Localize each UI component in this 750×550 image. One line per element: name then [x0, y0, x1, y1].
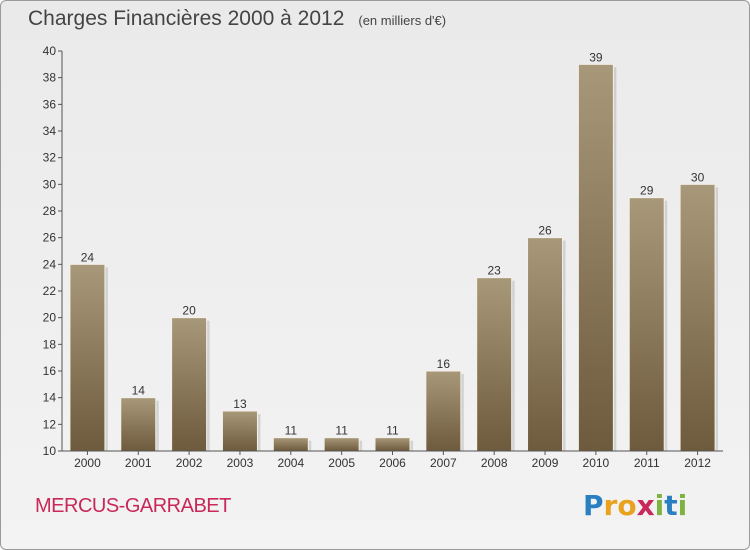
logo-letter: x [636, 489, 655, 522]
y-tick-label: 14 [43, 391, 57, 405]
chart-title-text: Charges Financières 2000 à 2012 [28, 7, 345, 30]
y-tick-label: 36 [43, 97, 57, 111]
y-tick-label: 30 [43, 177, 57, 191]
bar-2003 [221, 410, 258, 452]
x-tick-label-2004: 2004 [277, 456, 304, 470]
x-tick-label-2006: 2006 [379, 456, 406, 470]
x-tick-label-2011: 2011 [634, 456, 660, 470]
bar-2005 [323, 437, 360, 452]
logo-letter: t [664, 489, 678, 522]
x-tick-label-2002: 2002 [176, 456, 203, 470]
value-label-2001: 14 [132, 384, 146, 398]
value-label-2003: 13 [233, 397, 247, 411]
value-label-2009: 26 [538, 224, 552, 238]
x-tick-label-2012: 2012 [684, 456, 711, 470]
y-tick-label: 38 [43, 71, 57, 85]
bar-2010 [577, 63, 614, 452]
bars-layer: 24 14 20 13 11 11 11 16 23 26 39 29 30 [69, 50, 719, 452]
bar-2001 [120, 397, 157, 452]
y-tick-label: 40 [43, 44, 57, 58]
bar-2011 [628, 197, 665, 452]
bar-2006 [374, 437, 411, 452]
y-tick-label: 26 [43, 231, 57, 245]
bar-2012 [679, 183, 716, 452]
chart-title: Charges Financières 2000 à 2012 (en milli… [28, 7, 446, 31]
value-label-2012: 30 [691, 170, 705, 184]
x-tick-label-2000: 2000 [74, 456, 101, 470]
chart-subtitle: (en milliers d'€) [358, 13, 447, 28]
bar-2007 [425, 370, 462, 452]
bar-2009 [527, 237, 564, 452]
value-label-2004: 11 [285, 424, 298, 438]
value-label-2011: 29 [640, 184, 654, 198]
logo-letter: o [617, 489, 637, 522]
logo-letter: i [677, 489, 688, 522]
logo-letter: i [654, 489, 665, 522]
commune-name: MERCUS-GARRABET [35, 495, 231, 517]
y-tick-label: 22 [43, 284, 57, 298]
y-tick-label: 18 [43, 337, 57, 351]
bar-2002 [171, 317, 208, 452]
bar-2004 [272, 437, 309, 452]
x-tick-label-2010: 2010 [583, 456, 610, 470]
logo-letter: P [583, 489, 604, 522]
value-label-2010: 39 [589, 50, 603, 64]
y-tick-label: 16 [43, 364, 57, 378]
y-tick-label: 24 [43, 257, 57, 271]
y-tick-label: 10 [43, 444, 57, 458]
y-tick-label: 34 [43, 124, 57, 138]
value-label-2006: 11 [386, 424, 399, 438]
y-tick-label: 12 [43, 417, 57, 431]
proxiti-logo: Proxiti [583, 489, 687, 522]
value-label-2002: 20 [182, 304, 196, 318]
value-label-2008: 23 [488, 264, 502, 278]
logo-letter: r [603, 489, 618, 522]
axis-layer: 10 12 14 16 18 20 22 24 26 28 30 32 34 36 38 40 2000 2001… [43, 44, 723, 470]
y-tick-label: 32 [43, 151, 57, 165]
x-tick-label-2007: 2007 [430, 456, 457, 470]
value-label-2005: 11 [335, 424, 348, 438]
value-label-2000: 24 [81, 250, 95, 264]
bar-2008 [476, 277, 513, 452]
x-tick-label-2001: 2001 [125, 456, 152, 470]
y-tick-label: 20 [43, 311, 57, 325]
bar-2000 [69, 263, 106, 452]
x-tick-label-2009: 2009 [532, 456, 559, 470]
x-tick-label-2003: 2003 [227, 456, 254, 470]
x-tick-label-2005: 2005 [328, 456, 355, 470]
x-tick-label-2008: 2008 [481, 456, 508, 470]
value-label-2007: 16 [437, 357, 451, 371]
y-tick-label: 28 [43, 204, 57, 218]
